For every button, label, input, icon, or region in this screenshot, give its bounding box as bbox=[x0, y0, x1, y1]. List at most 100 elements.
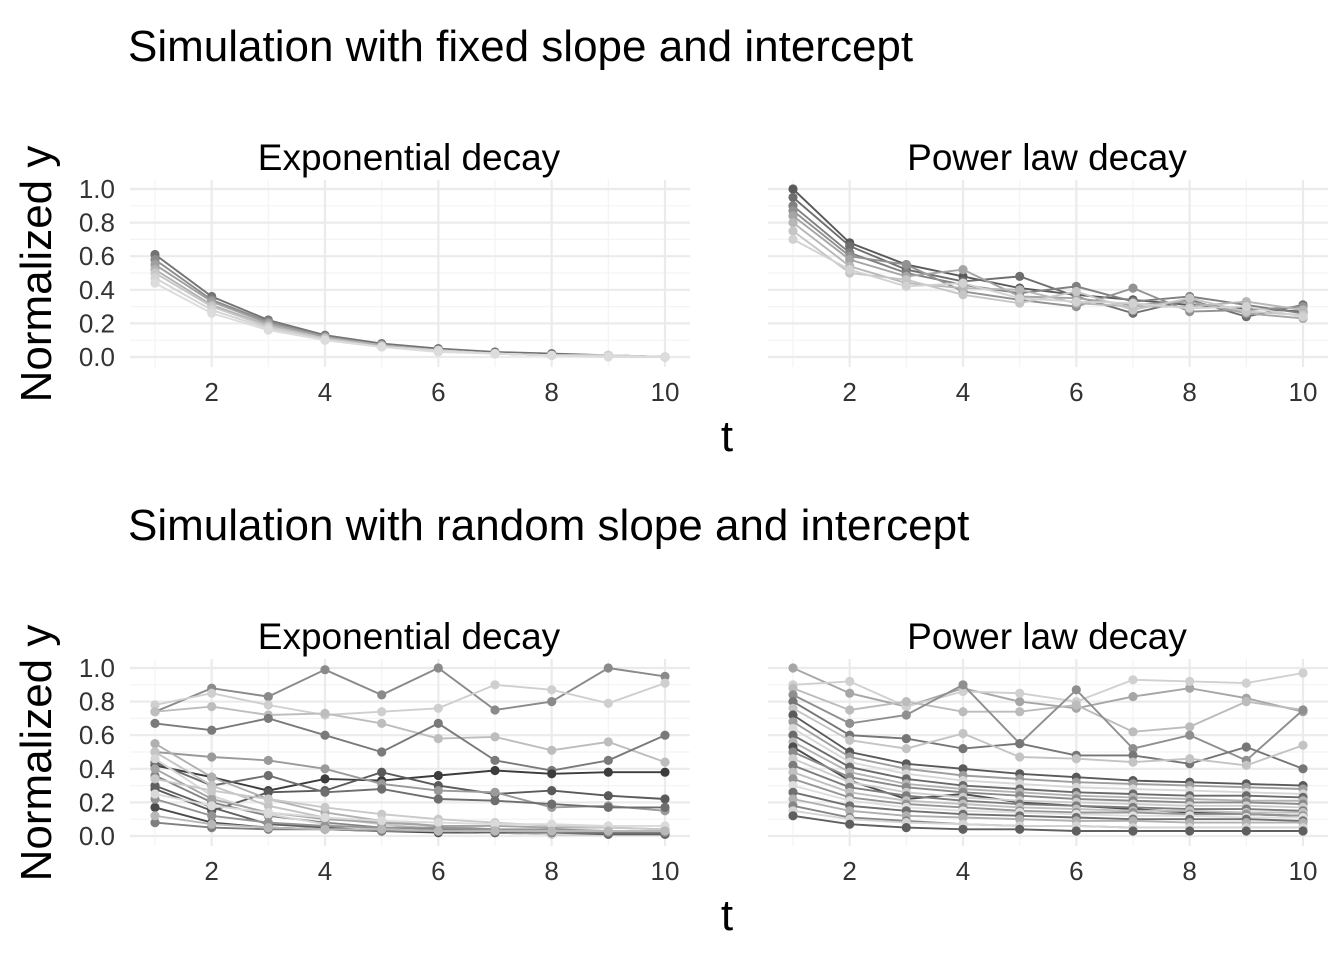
data-point bbox=[788, 747, 798, 757]
series-layer bbox=[788, 663, 1308, 836]
series-line bbox=[792, 757, 1304, 809]
series-line bbox=[154, 793, 665, 827]
data-point bbox=[320, 824, 330, 834]
data-point bbox=[1185, 754, 1195, 764]
data-point bbox=[150, 774, 160, 784]
data-point bbox=[788, 697, 798, 707]
data-point bbox=[1298, 312, 1308, 322]
data-point bbox=[845, 718, 855, 729]
x-tick-label: 10 bbox=[651, 856, 680, 886]
panel-strip-power-bottom: Power law decay bbox=[907, 616, 1187, 657]
data-point bbox=[547, 786, 557, 796]
x-tick-label: 8 bbox=[544, 856, 558, 886]
series-line bbox=[154, 272, 666, 358]
data-point bbox=[660, 802, 670, 813]
data-point bbox=[150, 739, 160, 749]
data-point bbox=[150, 764, 160, 774]
y-tick-label: 0.6 bbox=[79, 241, 115, 271]
data-point bbox=[788, 781, 798, 791]
data-point bbox=[547, 799, 557, 809]
series-line bbox=[792, 238, 1304, 318]
data-point bbox=[547, 350, 557, 360]
top-y-axis-title: Normalized y bbox=[12, 146, 61, 403]
data-point bbox=[958, 686, 968, 697]
data-point bbox=[1241, 697, 1251, 707]
data-point bbox=[958, 728, 968, 739]
data-point bbox=[1128, 816, 1138, 826]
data-point bbox=[901, 823, 911, 833]
y-tick-label: 0.8 bbox=[79, 208, 115, 238]
series-line bbox=[154, 761, 665, 809]
x-tick-label: 2 bbox=[204, 856, 218, 886]
data-point bbox=[845, 688, 855, 698]
data-point bbox=[207, 725, 217, 735]
data-point bbox=[263, 787, 273, 797]
data-point bbox=[1015, 814, 1025, 824]
series-line bbox=[792, 741, 1303, 802]
data-point bbox=[1128, 305, 1138, 315]
data-point bbox=[263, 700, 273, 710]
series-line bbox=[792, 777, 1304, 817]
data-point bbox=[845, 265, 855, 275]
data-point bbox=[1241, 826, 1251, 836]
series-line bbox=[792, 720, 1304, 790]
data-point bbox=[263, 770, 273, 781]
data-point bbox=[901, 697, 911, 707]
data-point bbox=[207, 688, 217, 698]
series-layer bbox=[788, 184, 1308, 323]
panel-strip-exponential-top: Exponential decay bbox=[258, 137, 561, 178]
data-point bbox=[490, 787, 500, 797]
y-tick-label: 0.2 bbox=[79, 787, 115, 817]
data-point bbox=[433, 770, 443, 781]
data-point bbox=[377, 824, 387, 834]
data-point bbox=[150, 789, 160, 799]
data-point bbox=[377, 342, 387, 352]
data-point bbox=[788, 211, 798, 221]
x-tick-label: 2 bbox=[842, 856, 856, 886]
series-line bbox=[792, 714, 1304, 787]
x-tick-label: 2 bbox=[204, 377, 218, 407]
series-line bbox=[792, 687, 1304, 733]
bottom-x-axis-title: t bbox=[721, 891, 733, 940]
data-point bbox=[490, 755, 500, 766]
data-point bbox=[901, 710, 911, 720]
data-point bbox=[845, 705, 855, 715]
data-point bbox=[150, 754, 160, 764]
x-tick-label: 4 bbox=[318, 377, 332, 407]
y-tick-label: 0.4 bbox=[79, 754, 115, 784]
data-point bbox=[603, 755, 613, 766]
data-point bbox=[207, 811, 217, 821]
data-point bbox=[490, 819, 500, 829]
data-point bbox=[433, 663, 443, 673]
data-point bbox=[433, 703, 443, 713]
data-point bbox=[377, 747, 387, 757]
data-point bbox=[1185, 826, 1195, 836]
data-point bbox=[1128, 826, 1138, 836]
series-layer bbox=[150, 663, 670, 839]
data-point bbox=[1185, 293, 1195, 303]
top-x-axis-title: t bbox=[721, 412, 733, 461]
data-point bbox=[547, 826, 557, 836]
series-line bbox=[792, 205, 1304, 315]
data-point bbox=[603, 737, 613, 747]
data-point bbox=[1015, 707, 1025, 717]
panel-grid bbox=[130, 180, 690, 367]
series-line bbox=[792, 683, 1304, 762]
x-tick-label: 2 bbox=[842, 377, 856, 407]
data-point bbox=[958, 744, 968, 754]
data-point bbox=[150, 700, 160, 710]
data-point bbox=[150, 802, 160, 813]
data-point bbox=[1128, 750, 1138, 761]
data-point bbox=[377, 767, 387, 777]
data-point bbox=[320, 665, 330, 675]
data-point bbox=[660, 671, 670, 682]
data-point bbox=[788, 683, 798, 693]
data-point bbox=[788, 192, 798, 202]
data-point bbox=[1241, 302, 1251, 312]
data-point bbox=[1185, 683, 1195, 693]
series-line bbox=[154, 717, 666, 772]
x-tick-label: 6 bbox=[1069, 856, 1083, 886]
data-point bbox=[958, 764, 968, 774]
data-point bbox=[788, 760, 798, 771]
